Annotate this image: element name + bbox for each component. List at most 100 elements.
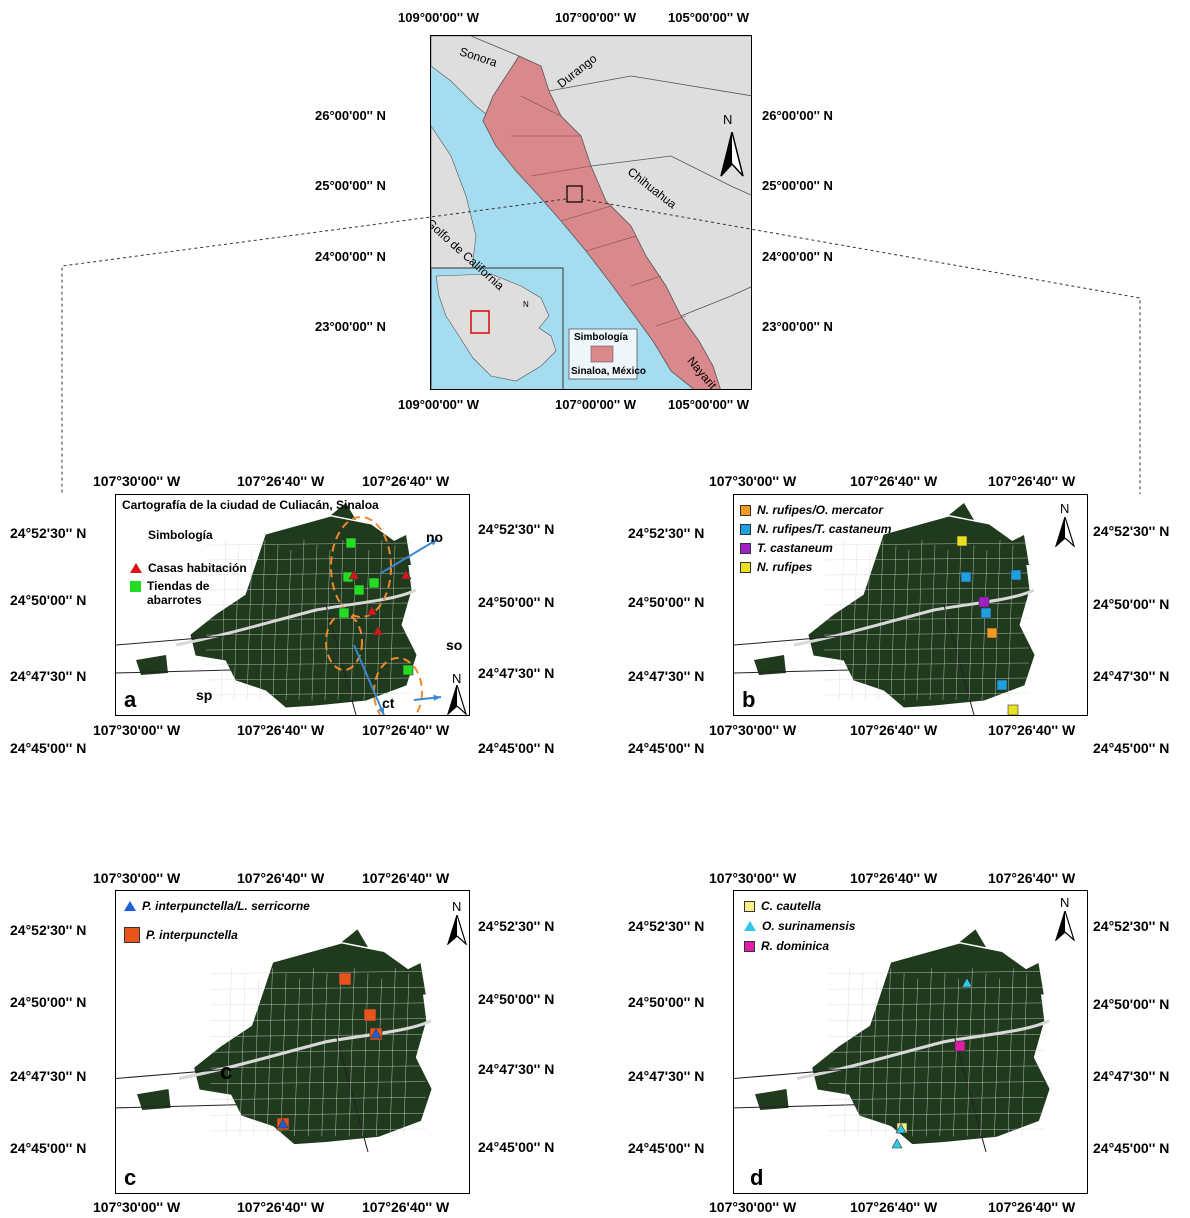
- panel-d-x-tick-bottom-1: 107°30'00'' W: [709, 1199, 797, 1215]
- panel-d-x-tick-top-2: 107°26'40'' W: [850, 870, 938, 886]
- panel-b-y-tick-left-2: 24°50'00'' N: [628, 594, 705, 610]
- panel-c-city-map: [116, 929, 432, 1153]
- panel-b-x-tick-bottom-2: 107°26'40'' W: [850, 722, 938, 738]
- orange-square-icon: [740, 504, 751, 516]
- panel-d-legend-label-1: C. cautella: [761, 899, 822, 913]
- north-arrow-icon: [720, 132, 744, 177]
- panel-b-x-tick-top-2: 107°26'40'' W: [850, 473, 938, 489]
- panel-c-letter: c: [124, 1165, 137, 1190]
- panel-b-x-tick-bottom-3: 107°26'40'' W: [988, 722, 1076, 738]
- red-triangle-icon: [130, 563, 142, 573]
- direction-sp: sp: [196, 687, 213, 703]
- panel-c-y-tick-left-3: 24°47'30'' N: [10, 1068, 87, 1084]
- panel-c-inner-letter: c: [220, 1059, 233, 1084]
- top-x-tick-top-1: 109°00'00'' W: [398, 10, 479, 25]
- panel-d-frame: C. cautella O. surinamensis R. dominica …: [733, 890, 1088, 1194]
- panel-c-y-tick-right-3: 24°47'30'' N: [478, 1061, 555, 1077]
- panel-c-x-tick-top-2: 107°26'40'' W: [237, 870, 325, 886]
- panel-b-legend-item-4: N. rufipes: [740, 560, 812, 574]
- blue-square-icon: [740, 523, 751, 535]
- legend-title: Simbología: [574, 332, 628, 343]
- panel-d-y-tick-left-2: 24°50'00'' N: [628, 994, 705, 1010]
- top-x-tick-bottom-1: 109°00'00'' W: [398, 397, 479, 412]
- panel-c-y-tick-left-4: 24°45'00'' N: [10, 1140, 87, 1156]
- panel-a-legend-title: Simbología: [148, 528, 213, 542]
- direction-ct: ct: [382, 695, 395, 711]
- panel-b-legend-label-1: N. rufipes/O. mercator: [757, 503, 884, 517]
- panel-b-letter: b: [742, 687, 756, 712]
- panel-d-letter: d: [750, 1165, 764, 1190]
- panel-d-y-tick-right-3: 24°47'30'' N: [1093, 1068, 1170, 1084]
- panel-a-y-tick-right-4: 24°45'00'' N: [478, 740, 555, 756]
- panel-a-y-tick-right-1: 24°52'30'' N: [478, 521, 555, 537]
- top-y-tick-left-1: 26°00'00'' N: [315, 108, 386, 123]
- city-footprint: [734, 503, 1035, 715]
- direction-no: no: [426, 529, 444, 545]
- panel-b-legend-label-4: N. rufipes: [757, 560, 813, 574]
- panel-c-x-tick-bottom-1: 107°30'00'' W: [93, 1199, 181, 1215]
- panel-c-legend-item-1: P. interpunctella/L. serricorne: [124, 899, 310, 913]
- panel-d-y-tick-right-2: 24°50'00'' N: [1093, 996, 1170, 1012]
- top-y-tick-left-2: 25°00'00'' N: [315, 178, 386, 193]
- panel-b-x-tick-top-1: 107°30'00'' W: [709, 473, 797, 489]
- panel-a-x-tick-bottom-c: 107°26'40'' W: [362, 722, 450, 738]
- panel-d-x-tick-bottom-3: 107°26'40'' W: [988, 1199, 1076, 1215]
- panel-c-x-tick-bottom-3: 107°26'40'' W: [362, 1199, 450, 1215]
- orange-square-icon: [124, 927, 140, 943]
- magenta-square-icon: [744, 940, 755, 952]
- panel-b-legend-item-2: N. rufipes/T. castaneum: [740, 522, 891, 536]
- panel-a-x-tick-bottom-b: 107°26'40'' W: [237, 722, 325, 738]
- panel-a-legend-item-tiendas: Tiendas de abarrotes: [130, 579, 235, 607]
- panel-b-y-tick-left-3: 24°47'30'' N: [628, 668, 705, 684]
- top-x-tick-bottom-3: 105°00'00'' W: [668, 397, 749, 412]
- panel-a-city-map: [116, 503, 442, 715]
- top-x-tick-top-2: 107°00'00'' W: [555, 10, 636, 25]
- top-y-tick-left-4: 23°00'00'' N: [315, 319, 386, 334]
- panel-c-y-tick-right-1: 24°52'30'' N: [478, 918, 555, 934]
- panel-b-y-tick-left-1: 24°52'30'' N: [628, 525, 705, 541]
- panel-d-legend-label-3: R. dominica: [761, 939, 830, 953]
- panel-a-x-tick-top-2: 107°26'40'' W: [237, 473, 325, 489]
- panel-a-y-tick-right-2: 24°50'00'' N: [478, 594, 555, 610]
- panel-b-x-tick-bottom-1: 107°30'00'' W: [709, 722, 797, 738]
- panel-c-legend-label-1: P. interpunctella/L. serricorne: [142, 899, 310, 913]
- panel-a-x-tick-bottom-a: 107°30'00'' W: [93, 722, 181, 738]
- panel-d-x-tick-top-3: 107°26'40'' W: [988, 870, 1076, 886]
- panel-b-legend-label-2: N. rufipes/T. castaneum: [757, 522, 892, 536]
- panel-d-x-tick-bottom-2: 107°26'40'' W: [850, 1199, 938, 1215]
- panel-c-legend-item-2: P. interpunctella: [124, 927, 238, 943]
- panel-a-legend-item-casas: Casas habitación: [130, 561, 247, 575]
- panel-a-y-tick-left-4: 24°45'00'' N: [10, 740, 87, 756]
- north-arrow-icon: [447, 685, 467, 715]
- direction-so: so: [446, 637, 463, 653]
- panel-d-y-tick-right-4: 24°45'00'' N: [1093, 1140, 1170, 1156]
- panel-d-x-tick-top-1: 107°30'00'' W: [709, 870, 797, 886]
- panel-d-north-label: N: [1060, 895, 1070, 910]
- panel-a-legend-label-casas: Casas habitación: [148, 561, 247, 575]
- north-label: N: [723, 112, 733, 127]
- city-footprint: [116, 929, 432, 1153]
- panel-a-y-tick-left-1: 24°52'30'' N: [10, 525, 87, 541]
- panel-c-x-tick-bottom-2: 107°26'40'' W: [237, 1199, 325, 1215]
- city-footprint: [734, 929, 1050, 1153]
- panel-d-legend-item-1: C. cautella: [744, 899, 821, 913]
- panel-d-y-tick-left-1: 24°52'30'' N: [628, 918, 705, 934]
- north-arrow-icon: [1055, 517, 1075, 547]
- panel-a-title: Cartografía de la ciudad de Culiacán, Si…: [122, 498, 379, 512]
- purple-square-icon: [740, 542, 751, 554]
- panel-d-legend-label-2: O. surinamensis: [762, 919, 856, 933]
- panel-c-legend-label-2: P. interpunctella: [146, 928, 238, 942]
- panel-d-y-tick-right-1: 24°52'30'' N: [1093, 918, 1170, 934]
- panel-b-legend-item-3: T. castaneum: [740, 541, 833, 555]
- yellow-square-icon: [740, 561, 751, 573]
- green-square-icon: [130, 581, 141, 592]
- panel-a-legend-label-tiendas: Tiendas de abarrotes: [147, 579, 210, 607]
- panel-b-legend-item-1: N. rufipes/O. mercator: [740, 503, 883, 517]
- top-y-tick-right-2: 25°00'00'' N: [762, 178, 833, 193]
- panel-b-frame: N. rufipes/O. mercator N. rufipes/T. cas…: [733, 494, 1088, 716]
- panel-b-legend-label-3: T. castaneum: [757, 541, 833, 555]
- panel-c-x-tick-top-3: 107°26'40'' W: [362, 870, 450, 886]
- panel-a-x-tick-top-1: 107°30'00'' W: [93, 473, 181, 489]
- legend-item-sinaloa: Sinaloa, México: [571, 366, 647, 377]
- top-x-tick-top-3: 105°00'00'' W: [668, 10, 749, 25]
